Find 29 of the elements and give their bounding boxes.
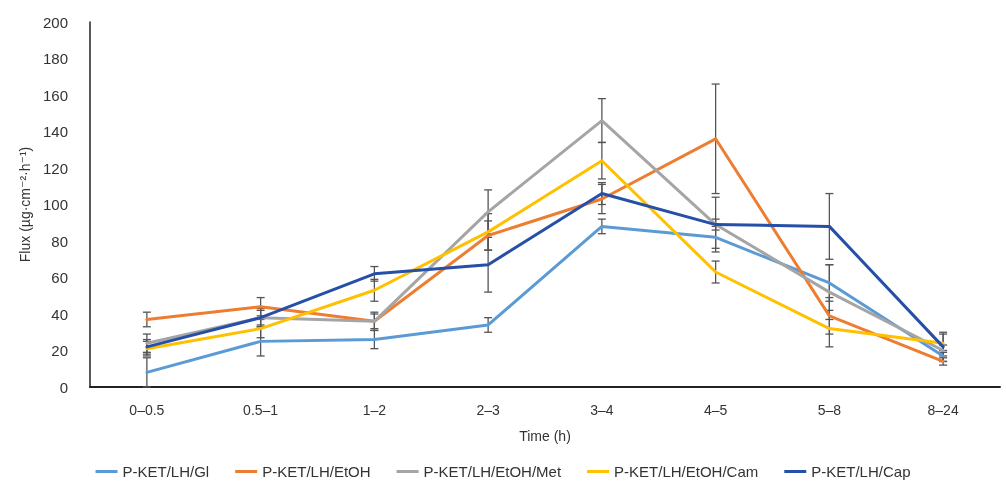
line-series: [145, 159, 945, 351]
y-axis-title: Flux (µg·cm⁻²·h⁻¹): [17, 146, 34, 263]
y-tick-label: 120: [42, 159, 68, 177]
line-series: [145, 192, 945, 349]
legend-label: P-KET/LH/EtOH/Cam: [614, 463, 759, 480]
x-axis-title: Time (h): [519, 428, 571, 444]
y-tick-label: 200: [42, 13, 68, 31]
legend-label: P-KET/LH/EtOH: [262, 463, 371, 480]
x-tick-label: 3–4: [590, 402, 614, 418]
x-tick-label: 5–8: [817, 402, 842, 418]
x-tick-label: 2–3: [476, 402, 501, 418]
x-tick-label: 0.5–1: [243, 402, 279, 418]
legend-label: P-KET/LH/EtOH/Met: [423, 463, 562, 480]
y-tick-label: 180: [42, 50, 68, 67]
x-tick-label: 0–0.5: [129, 402, 165, 418]
y-tick-label: 60: [51, 269, 68, 286]
y-tick-label: 100: [42, 196, 68, 213]
y-tick-label: 80: [51, 232, 68, 250]
y-tick-label: 0: [59, 378, 68, 396]
x-tick-label: 8–24: [927, 402, 959, 418]
legend-label: P-KET/LH/Gl: [122, 463, 210, 480]
x-tick-label: 1–2: [362, 402, 387, 418]
legend-label: P-KET/LH/Cap: [811, 463, 911, 480]
x-tick-label: 4–5: [703, 402, 728, 418]
y-tick-label: 40: [51, 305, 68, 323]
y-tick-label: 20: [51, 342, 68, 359]
y-tick-label: 160: [42, 86, 68, 104]
y-tick-label: 140: [42, 123, 68, 140]
line-series: [145, 224, 945, 374]
